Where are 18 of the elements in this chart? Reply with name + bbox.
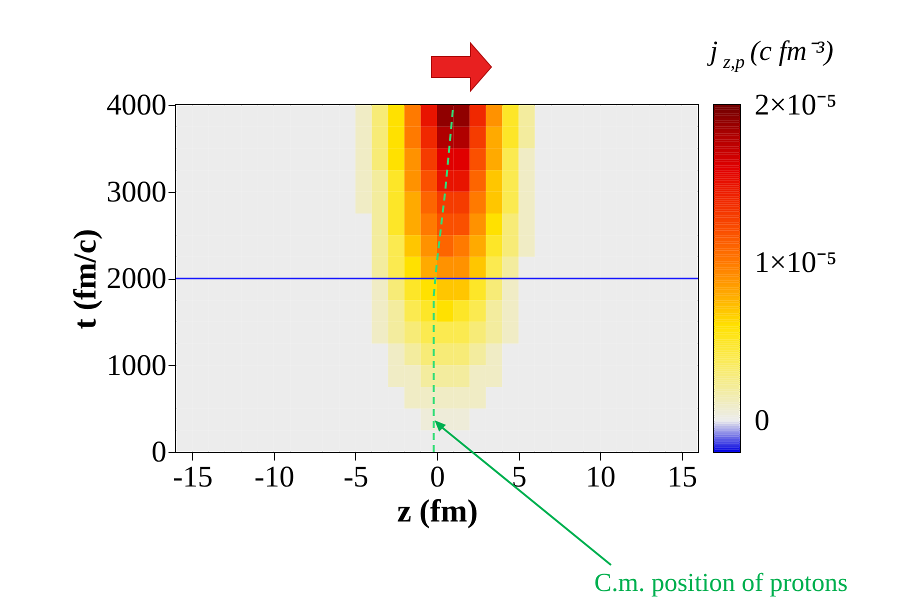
x-tick-label: 5 [512, 460, 527, 494]
y-tick-label: 1000 [106, 348, 166, 382]
y-tick-label: 4000 [106, 88, 166, 122]
annotation: C.m. position of protons [594, 568, 848, 597]
y-axis-title: t (fm/c) [66, 228, 102, 330]
x-tick-label: 10 [586, 460, 616, 494]
x-tick-label: -5 [343, 460, 368, 494]
x-tick-label: -15 [172, 460, 213, 494]
x-tick-label: -10 [254, 460, 294, 494]
y-tick-label: 3000 [106, 175, 166, 208]
y-tick-label: 0 [152, 436, 166, 468]
x-axis-title: z (fm) [397, 492, 478, 528]
x-tick-label: 15 [667, 460, 698, 494]
x-tick-label: 0 [430, 460, 445, 494]
color-bar-label: 2×10⁻⁵ [754, 88, 837, 122]
y-tick-label: 2000 [106, 262, 166, 295]
color-bar-label: 1×10⁻⁵ [754, 246, 837, 280]
color-bar-label: 0 [754, 404, 770, 437]
